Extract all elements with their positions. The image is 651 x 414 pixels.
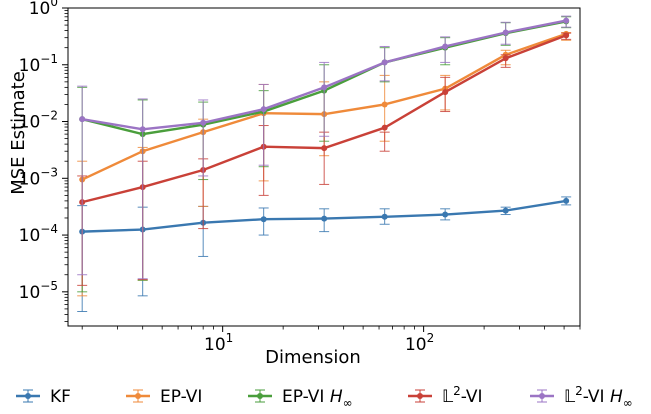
x-tick-label: 102 — [405, 331, 434, 355]
data-point — [79, 116, 86, 123]
data-point — [200, 119, 207, 126]
y-tick-label: 10−3 — [19, 165, 58, 189]
data-point — [442, 89, 449, 96]
x-tick-label: 101 — [204, 331, 233, 355]
data-point — [381, 124, 388, 131]
legend-marker — [257, 393, 263, 399]
legend-marker — [135, 393, 141, 399]
legend-marker — [417, 393, 423, 399]
data-point — [563, 197, 570, 204]
y-tick-label: 10−2 — [19, 109, 58, 133]
legend-label: KF — [50, 387, 71, 407]
data-point — [260, 106, 267, 113]
legend-label: EP-VI H∞ — [282, 387, 353, 410]
data-point — [260, 216, 267, 223]
data-point — [502, 207, 509, 214]
legend-item-0: KF — [16, 387, 71, 407]
legend-item-4: 𝕃2-VI H∞ — [530, 384, 633, 410]
series-0 — [77, 196, 572, 313]
plot-frame — [67, 7, 581, 327]
legend-item-2: EP-VI H∞ — [248, 387, 353, 410]
y-tick-label: 10−1 — [19, 52, 58, 76]
data-point — [321, 84, 328, 91]
data-point — [381, 101, 388, 108]
legend-label: EP-VI — [160, 387, 202, 407]
data-point — [321, 215, 328, 222]
y-tick-label: 10−5 — [19, 279, 58, 303]
y-axis: 10−5 10−4 10−3 10−2 10−1 100 — [19, 0, 68, 322]
data-point — [442, 211, 449, 218]
data-point — [381, 213, 388, 220]
legend-marker — [539, 393, 545, 399]
legend: KF EP-VI EP-VI H∞ 𝕃2-VI 𝕃2-VI H∞ — [16, 384, 633, 410]
legend-item-1: EP-VI — [126, 387, 202, 407]
data-point — [321, 145, 328, 152]
x-axis-label: Dimension — [265, 347, 361, 368]
x-axis: 101 102 — [81, 326, 581, 355]
y-axis-label: MSE Estimate — [8, 71, 29, 195]
legend-label: 𝕃2-VI — [442, 384, 483, 407]
data-point — [502, 29, 509, 36]
data-point — [139, 126, 146, 133]
legend-item-3: 𝕃2-VI — [408, 384, 483, 407]
data-point — [563, 32, 570, 39]
y-tick-label: 10−4 — [19, 222, 58, 246]
data-point — [381, 59, 388, 66]
data-point — [502, 55, 509, 62]
y-tick-label: 100 — [29, 0, 58, 19]
series-4 — [77, 15, 572, 280]
data-point — [442, 43, 449, 50]
legend-marker — [25, 393, 31, 399]
plot-area — [67, 7, 581, 327]
data-point — [563, 17, 570, 24]
legend-label: 𝕃2-VI H∞ — [564, 384, 633, 410]
